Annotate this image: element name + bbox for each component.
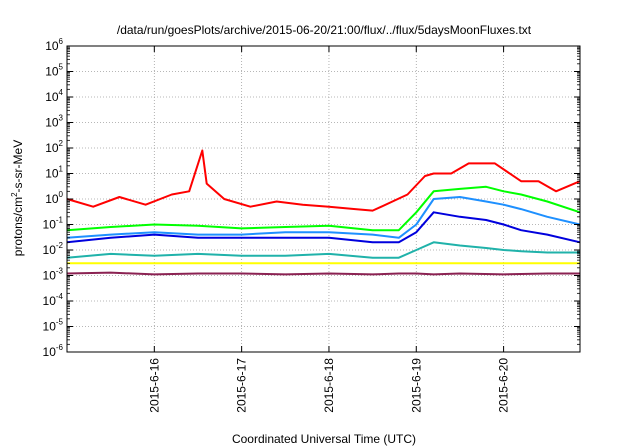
series-line-4 xyxy=(66,211,581,244)
chart-title: /data/run/goesPlots/archive/2015-06-20/2… xyxy=(117,23,532,37)
y-axis-label-post: -s-sr-MeV xyxy=(11,140,25,193)
y-tick-label: 101 xyxy=(45,165,63,181)
series-line-1 xyxy=(66,149,581,212)
y-tick-label: 100 xyxy=(45,190,63,206)
y-tick-label: 10-6 xyxy=(43,343,64,359)
x-tick-labels: 2015-6-16 2015-6-17 2015-6-18 2015-6-19 2015… xyxy=(147,358,510,413)
series-line-3 xyxy=(66,196,581,239)
series-line-7 xyxy=(66,271,580,276)
y-tick-label: 104 xyxy=(45,88,63,104)
y-tick-label: 102 xyxy=(45,139,63,155)
y-tick-labels: 10-6 10-5 10-4 10-3 10-2 10-1 100 101 102 103 104 1… xyxy=(43,37,64,359)
y-axis-label: protons/cm2-s-sr-MeV xyxy=(10,140,25,256)
y-axis-label-pre: protons/cm xyxy=(11,197,25,256)
y-tick-label: 10-4 xyxy=(43,292,64,308)
ticks xyxy=(67,45,580,353)
x-tick-label: 2015-6-18 xyxy=(322,358,336,413)
y-tick-label: 106 xyxy=(45,37,63,53)
plot-frame xyxy=(66,45,581,353)
x-axis-label: Coordinated Universal Time (UTC) xyxy=(232,432,416,446)
grid xyxy=(67,46,580,352)
series-line-5 xyxy=(66,241,580,259)
y-tick-label: 10-3 xyxy=(43,267,64,283)
x-tick-label: 2015-6-17 xyxy=(235,358,249,413)
y-tick-label: 105 xyxy=(45,63,63,79)
series-line-2 xyxy=(66,185,581,232)
y-axis-label-sup: 2 xyxy=(10,192,19,197)
x-tick-label: 2015-6-16 xyxy=(147,358,161,413)
y-tick-label: 103 xyxy=(45,114,63,130)
y-tick-label: 10-2 xyxy=(43,241,64,257)
x-tick-label: 2015-6-19 xyxy=(409,358,423,413)
y-tick-label: 10-5 xyxy=(43,318,64,334)
series-group xyxy=(66,149,581,276)
y-tick-label: 10-1 xyxy=(43,216,64,232)
x-tick-label: 2015-6-20 xyxy=(497,358,511,413)
